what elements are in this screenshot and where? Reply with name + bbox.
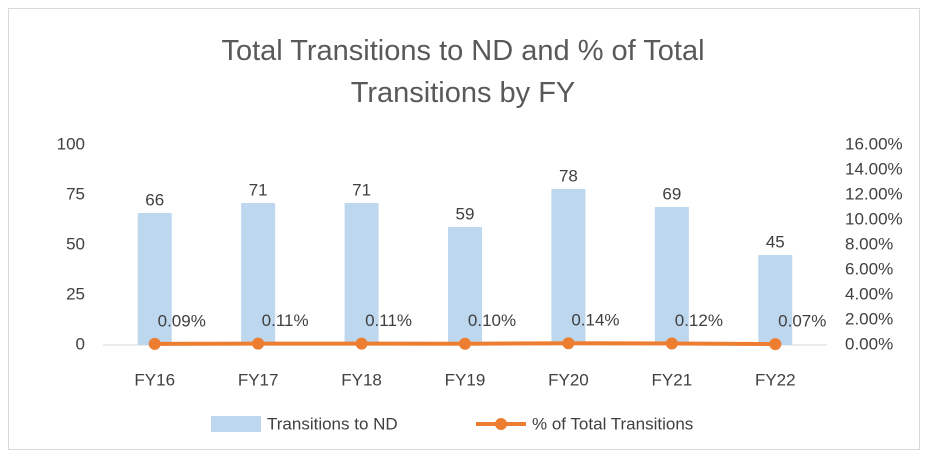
legend-label: Transitions to ND bbox=[267, 414, 398, 433]
bar-value-label: 59 bbox=[456, 204, 475, 223]
line-value-label: 0.11% bbox=[262, 311, 309, 330]
line-point bbox=[459, 337, 471, 350]
bar bbox=[344, 203, 379, 345]
bar-value-label: 78 bbox=[559, 166, 578, 185]
y-tick-label: 100 bbox=[57, 134, 85, 153]
x-tick-label: FY22 bbox=[755, 370, 796, 389]
y2-tick-label: 4.00% bbox=[845, 284, 893, 303]
line-point bbox=[665, 337, 678, 350]
line-point bbox=[769, 338, 782, 351]
x-tick-label: FY17 bbox=[238, 370, 279, 389]
y-tick-label: 75 bbox=[66, 184, 85, 203]
y-tick-label: 25 bbox=[66, 284, 85, 303]
line-value-label: 0.10% bbox=[468, 311, 516, 330]
bar-value-label: 69 bbox=[662, 184, 681, 203]
line-point bbox=[355, 337, 368, 350]
line-point bbox=[252, 337, 265, 350]
y2-tick-label: 6.00% bbox=[845, 259, 893, 278]
line-value-label: 0.07% bbox=[778, 312, 826, 331]
y2-tick-label: 2.00% bbox=[845, 309, 893, 328]
bar-value-label: 45 bbox=[766, 232, 785, 251]
y2-tick-label: 16.00% bbox=[845, 134, 903, 153]
legend-label: % of Total Transitions bbox=[532, 414, 693, 433]
y-tick-label: 0 bbox=[76, 334, 85, 353]
legend-swatch bbox=[211, 416, 261, 432]
line-value-label: 0.14% bbox=[571, 311, 619, 330]
bar bbox=[551, 189, 586, 345]
line-point bbox=[148, 337, 161, 350]
bar-value-label: 71 bbox=[249, 180, 268, 199]
y2-tick-label: 0.00% bbox=[845, 334, 893, 353]
x-tick-label: FY21 bbox=[652, 370, 693, 389]
line-value-label: 0.12% bbox=[675, 311, 723, 330]
y2-tick-label: 8.00% bbox=[845, 234, 893, 253]
line-value-label: 0.09% bbox=[158, 311, 206, 330]
bar bbox=[137, 213, 172, 345]
legend-swatch-marker bbox=[495, 418, 507, 430]
chart-title: Total Transitions to ND and % of Total T… bbox=[221, 35, 705, 109]
y2-tick-label: 14.00% bbox=[845, 159, 903, 178]
x-tick-label: FY20 bbox=[548, 370, 589, 389]
bar bbox=[654, 207, 689, 345]
bar bbox=[241, 203, 276, 345]
y2-tick-label: 10.00% bbox=[845, 209, 903, 228]
bar-value-label: 66 bbox=[145, 190, 164, 209]
bar-value-label: 71 bbox=[352, 180, 371, 199]
bar bbox=[448, 227, 482, 345]
y-tick-label: 50 bbox=[66, 234, 85, 253]
bar bbox=[758, 255, 793, 345]
x-tick-label: FY19 bbox=[445, 370, 486, 389]
line-point bbox=[562, 337, 575, 350]
x-tick-label: FY18 bbox=[341, 370, 382, 389]
line-value-label: 0.11% bbox=[365, 311, 412, 330]
y2-tick-label: 12.00% bbox=[845, 184, 903, 203]
x-tick-label: FY16 bbox=[134, 370, 175, 389]
